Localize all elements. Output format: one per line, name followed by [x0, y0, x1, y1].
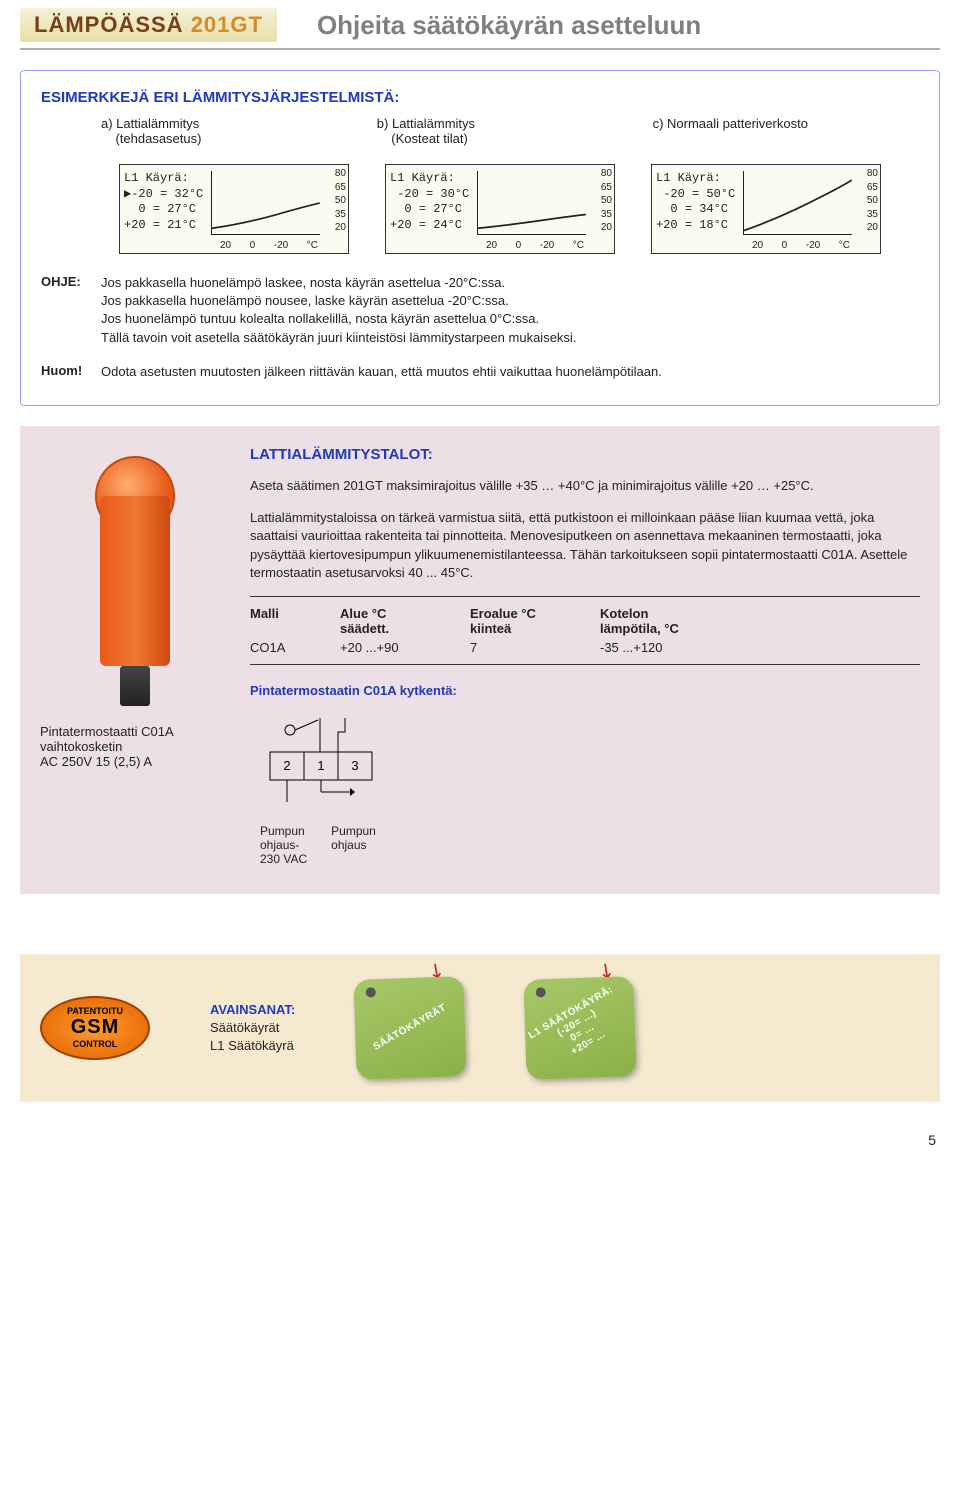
thermostat-image: [70, 446, 190, 706]
curve-x-ticks-2: 200-20°C: [752, 240, 850, 251]
huom-label: Huom!: [41, 363, 101, 381]
curve-chart-0: [211, 171, 320, 235]
huom-text: Odota asetusten muutosten jälkeen riittä…: [101, 363, 919, 381]
gsm-badge-icon: PATENTOITU GSM CONTROL: [40, 996, 150, 1060]
curve-chart-2: [743, 171, 852, 235]
header-bar: LÄMPÖÄSSÄ 201GT Ohjeita säätökäyrän aset…: [20, 0, 940, 50]
floor-heating-p1: Aseta säätimen 201GT maksimirajoitus väl…: [250, 477, 920, 495]
page-title: Ohjeita säätökäyrän asetteluun: [317, 10, 701, 41]
thermostat-stem-icon: [120, 666, 150, 706]
keywords-line2: L1 Säätökäyrä: [210, 1037, 295, 1055]
example-a-label: a) Lattialämmitys: [101, 116, 199, 131]
curve-text-1: L1 Käyrä: -20 = 30°C 0 = 27°C +20 = 24°C: [386, 165, 473, 253]
wiring-title: Pintatermostaatin C01A kytkentä:: [250, 683, 920, 698]
wiring-label-left: Pumpun ohjaus- 230 VAC: [260, 824, 307, 866]
example-a-sub: (tehdasasetus): [115, 131, 201, 146]
keywords-text: AVAINSANAT: Säätökäyrät L1 Säätökäyrä: [210, 1001, 295, 1056]
key-fob-2-text: L1 SÄÄTÖKÄYRÄ: (-20= ...) 0= ... +20= ..…: [527, 984, 633, 1072]
curve-chart-1: [477, 171, 586, 235]
wiring-diagram: 2 1 3 Pumpun ohjaus- 230 VAC Pumpun ohja…: [260, 712, 920, 866]
td-diff: 7: [470, 640, 590, 655]
example-a: a) Lattialämmitys (tehdasasetus): [101, 116, 337, 146]
terminal-1: 1: [317, 758, 324, 773]
gsm-mid: GSM: [71, 1016, 120, 1039]
thermostat-body-icon: [100, 496, 170, 666]
td-model: CO1A: [250, 640, 330, 655]
huom-row: Huom! Odota asetusten muutosten jälkeen …: [41, 363, 919, 381]
key-fob-2: ↘ L1 SÄÄTÖKÄYRÄ: (-20= ...) 0= ... +20= …: [525, 978, 635, 1078]
curve-y-ticks-2: 8065503520: [867, 167, 878, 235]
floor-heating-block: Pintatermostaatti C01A vaihtokosketin AC…: [20, 426, 940, 894]
thermostat-figure: Pintatermostaatti C01A vaihtokosketin AC…: [40, 446, 220, 866]
brand-name: LÄMPÖÄSSÄ: [34, 12, 184, 37]
example-b-sub: (Kosteat tilat): [391, 131, 468, 146]
examples-box: ESIMERKKEJÄ ERI LÄMMITYSJÄRJESTELMISTÄ: …: [20, 70, 940, 406]
example-b: b) Lattialämmitys (Kosteat tilat): [377, 116, 613, 146]
keywords-block: PATENTOITU GSM CONTROL AVAINSANAT: Säätö…: [20, 954, 940, 1102]
examples-captions: a) Lattialämmitys (tehdasasetus) b) Latt…: [41, 116, 919, 164]
brand-badge: LÄMPÖÄSSÄ 201GT: [20, 8, 277, 42]
floor-heating-title: LATTIALÄMMITYSTALOT:: [250, 446, 920, 463]
gsm-bot: CONTROL: [73, 1039, 118, 1049]
curve-text-2: L1 Käyrä: -20 = 50°C 0 = 34°C +20 = 18°C: [652, 165, 739, 253]
curve-y-ticks-0: 8065503520: [335, 167, 346, 235]
key-fob-1: ↘ SÄÄTÖKÄYRÄT: [355, 978, 465, 1078]
th-range: Alue °C säädett.: [340, 606, 460, 636]
curve-displays: L1 Käyrä: ▶-20 = 32°C 0 = 27°C +20 = 21°…: [41, 164, 919, 264]
brand-model: 201GT: [191, 12, 263, 37]
curve-text-0: L1 Käyrä: ▶-20 = 32°C 0 = 27°C +20 = 21°…: [120, 165, 207, 253]
curve-display-0: L1 Käyrä: ▶-20 = 32°C 0 = 27°C +20 = 21°…: [119, 164, 349, 254]
td-range: +20 ...+90: [340, 640, 460, 655]
wiring-labels: Pumpun ohjaus- 230 VAC Pumpun ohjaus: [260, 824, 920, 866]
example-b-label: b) Lattialämmitys: [377, 116, 475, 131]
example-c-label: c) Normaali patteriverkosto: [653, 116, 808, 131]
ohje-row: OHJE: Jos pakkasella huonelämpö laskee, …: [41, 274, 919, 347]
examples-title: ESIMERKKEJÄ ERI LÄMMITYSJÄRJESTELMISTÄ:: [41, 89, 919, 106]
floor-heating-content: LATTIALÄMMITYSTALOT: Aseta säätimen 201G…: [250, 446, 920, 866]
curve-x-ticks-1: 200-20°C: [486, 240, 584, 251]
curve-display-1: L1 Käyrä: -20 = 30°C 0 = 27°C +20 = 24°C…: [385, 164, 615, 254]
th-case: Kotelon lämpötila, °C: [600, 606, 740, 636]
terminal-2: 2: [283, 758, 290, 773]
curve-display-2: L1 Käyrä: -20 = 50°C 0 = 34°C +20 = 18°C…: [651, 164, 881, 254]
wiring-label-right: Pumpun ohjaus: [331, 824, 376, 866]
keywords-heading: AVAINSANAT:: [210, 1001, 295, 1019]
curve-x-ticks-0: 200-20°C: [220, 240, 318, 251]
floor-heating-p2: Lattialämmitystaloissa on tärkeä varmist…: [250, 509, 920, 582]
td-case: -35 ...+120: [600, 640, 740, 655]
ohje-label: OHJE:: [41, 274, 101, 347]
key-fob-1-text: SÄÄTÖKÄYRÄT: [372, 1002, 449, 1053]
th-model: Malli: [250, 606, 330, 636]
page-number: 5: [0, 1132, 936, 1148]
thermostat-caption: Pintatermostaatti C01A vaihtokosketin AC…: [40, 724, 220, 769]
spec-table: Malli Alue °C säädett. Eroalue °C kiinte…: [250, 596, 920, 665]
gsm-top: PATENTOITU: [67, 1006, 123, 1016]
curve-y-ticks-1: 8065503520: [601, 167, 612, 235]
example-c: c) Normaali patteriverkosto: [653, 116, 889, 146]
keywords-line1: Säätökäyrät: [210, 1019, 295, 1037]
th-diff: Eroalue °C kiinteä: [470, 606, 590, 636]
ohje-text: Jos pakkasella huonelämpö laskee, nosta …: [101, 274, 919, 347]
terminal-3: 3: [351, 758, 358, 773]
